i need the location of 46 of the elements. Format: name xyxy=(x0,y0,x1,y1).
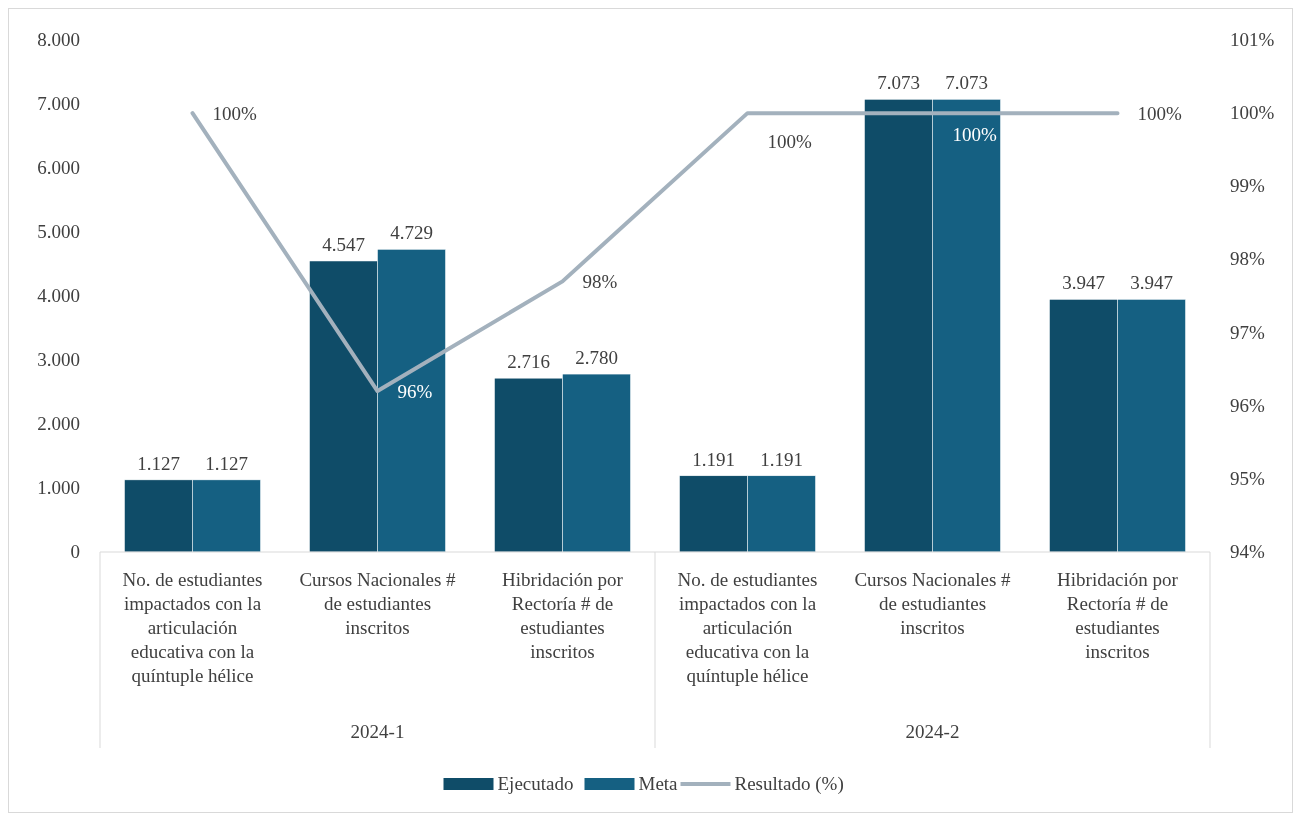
legend-label: Resultado (%) xyxy=(734,773,844,795)
x-tick-label: Hibridación por Rectoría # de estudiantes inscritos xyxy=(1057,569,1179,662)
x-tick-label: Cursos Nacionales # de estudiantes inscritos xyxy=(299,569,457,638)
data-label: 7.073 xyxy=(945,72,988,94)
data-label: 1.127 xyxy=(137,452,180,474)
data-label: 1.191 xyxy=(692,448,735,470)
data-label: 4.729 xyxy=(390,222,433,244)
data-label: 100% xyxy=(767,131,812,153)
data-label: 1.191 xyxy=(760,448,803,470)
y-tick-label: 1.000 xyxy=(37,477,80,498)
text: 2024-2 xyxy=(905,721,960,742)
data-label: 2.780 xyxy=(575,347,618,369)
data-label: 98% xyxy=(582,271,618,293)
text: 2024-1 xyxy=(350,721,405,742)
data-label: 7.073 xyxy=(877,72,920,94)
data-label: 100% xyxy=(1137,103,1182,125)
x-tick-label: Cursos Nacionales # de estudiantes inscritos xyxy=(854,569,1012,638)
x-tick-label: No. de estudiantes impactados con la articulación educativa con la quíntuple hélice xyxy=(122,569,263,686)
y-tick-label: 3.000 xyxy=(37,349,80,370)
data-label: 3.947 xyxy=(1062,272,1105,294)
y2-tick-label: 99% xyxy=(1230,175,1265,197)
data-label: 3.947 xyxy=(1130,272,1173,294)
legend-label: Ejecutado xyxy=(497,773,574,794)
data-label: 2.716 xyxy=(507,351,550,373)
y2-tick-label: 100% xyxy=(1230,102,1275,124)
y-tick-label: 5.000 xyxy=(37,221,80,242)
x-tick-label: No. de estudiantes impactados con la articulación educativa con la quíntuple hélice xyxy=(677,569,818,686)
y-tick-label: 8.000 xyxy=(37,29,80,50)
y-tick-label: 6.000 xyxy=(37,157,80,178)
y-tick-label: 0 xyxy=(70,541,80,562)
y2-tick-label: 98% xyxy=(1230,248,1265,270)
y2-tick-label: 94% xyxy=(1230,541,1265,562)
data-label: 4.547 xyxy=(322,233,365,255)
y2-tick-label: 97% xyxy=(1230,321,1265,343)
data-label: 1.127 xyxy=(205,452,248,474)
data-label: 96% xyxy=(397,381,433,403)
y2-tick-label: 95% xyxy=(1230,467,1265,489)
y-tick-label: 4.000 xyxy=(37,285,80,306)
y-tick-label: 7.000 xyxy=(37,93,80,114)
y2-tick-label: 96% xyxy=(1230,394,1265,416)
legend-label: Meta xyxy=(638,773,679,794)
data-label: 100% xyxy=(952,124,997,146)
y-tick-label: 2.000 xyxy=(37,413,80,434)
x-tick-label: Hibridación por Rectoría # de estudiantes inscritos xyxy=(502,569,624,662)
data-label: 100% xyxy=(212,103,257,125)
y2-tick-label: 101% xyxy=(1230,29,1275,50)
